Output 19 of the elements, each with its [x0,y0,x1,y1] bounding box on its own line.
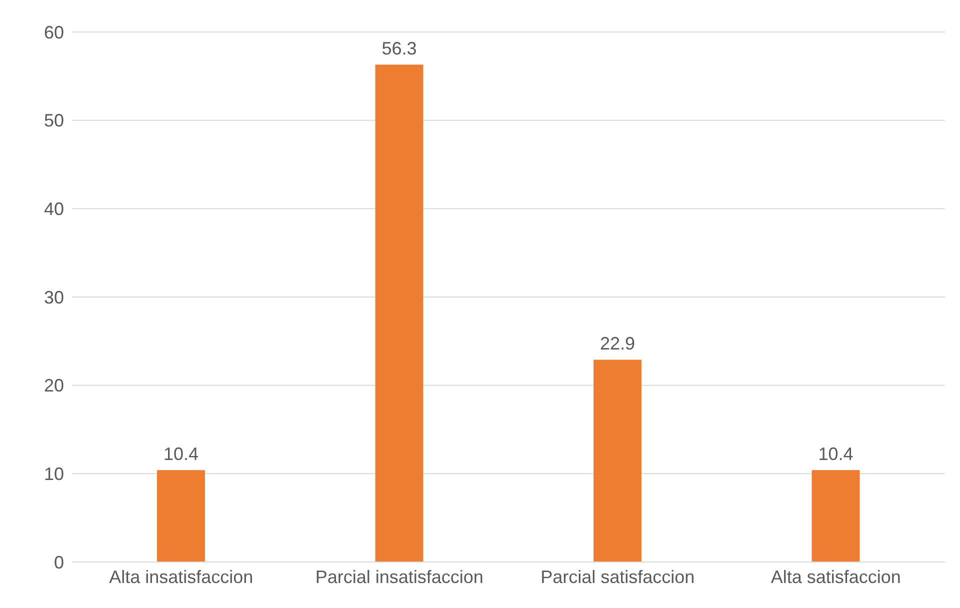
bar [812,470,860,562]
data-label: 56.3 [382,38,417,59]
bar [594,360,642,562]
data-label: 10.4 [163,444,199,464]
data-label: 22.9 [600,334,636,354]
y-tick-label: 50 [44,110,64,131]
x-tick-label: Alta insatisfaccion [109,566,254,587]
y-tick-label: 60 [44,22,64,42]
y-tick-label: 0 [54,552,64,572]
bar [375,64,424,562]
bar [157,470,205,562]
x-tick-label: Alta satisfaccion [770,566,901,587]
y-tick-label: 10 [44,464,64,484]
y-tick-label: 20 [44,376,64,396]
y-tick-label: 30 [44,287,64,308]
y-tick-label: 40 [44,199,64,220]
data-label: 10.4 [818,444,854,464]
x-tick-label: Parcial insatisfaccion [315,566,484,587]
x-tick-label: Parcial satisfaccion [540,566,695,587]
